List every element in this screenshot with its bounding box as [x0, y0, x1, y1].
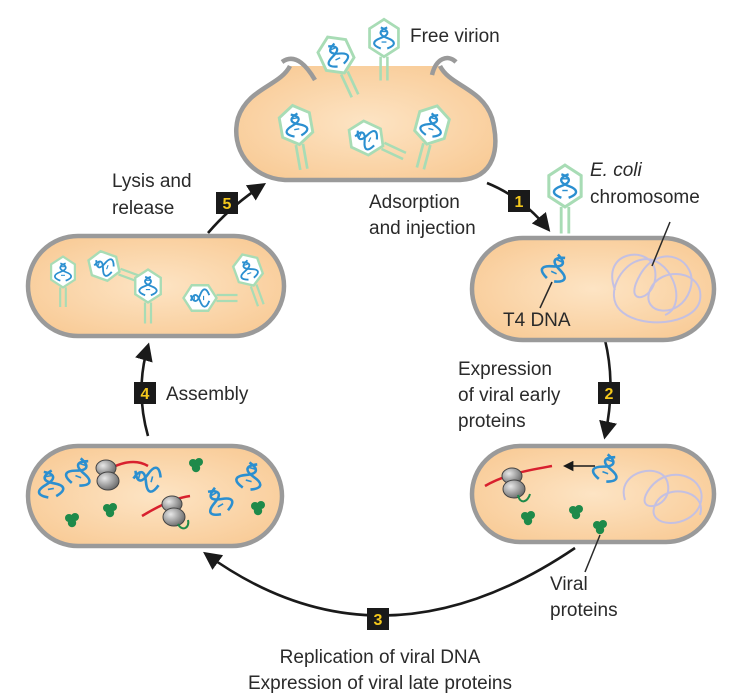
- label-lysis-1: Lysis and: [112, 171, 192, 192]
- chromosome-pointer: [651, 221, 671, 267]
- ribosome-late-2: [161, 495, 186, 527]
- lysing-cell: [234, 19, 498, 183]
- label-t4-dna: T4 DNA: [503, 310, 571, 331]
- arrow-step-3: [203, 546, 576, 617]
- adsorbed-phage: [549, 165, 581, 233]
- step-badge-3: 3: [367, 608, 389, 630]
- label-assembly: Assembly: [166, 384, 249, 405]
- label-free-virion: Free virion: [410, 26, 500, 47]
- label-expression-late: Expression of viral late proteins: [248, 673, 512, 694]
- label-chromosome: chromosome: [590, 187, 700, 208]
- svg-text:2: 2: [605, 386, 614, 403]
- step-badge-1: 1: [508, 190, 530, 212]
- label-expression-early-1: Expression: [458, 359, 552, 380]
- label-viral-proteins-2: proteins: [550, 600, 618, 621]
- ruptured-membrane-right: [429, 55, 458, 76]
- viral-proteins-pointer: [584, 534, 601, 573]
- svg-text:1: 1: [515, 194, 524, 211]
- replication-cell: [25, 443, 285, 549]
- step-badge-4: 4: [134, 382, 156, 404]
- svg-text:4: 4: [141, 386, 150, 403]
- label-adsorption-1: Adsorption: [369, 192, 460, 213]
- svg-text:5: 5: [223, 196, 232, 213]
- early-expression-cell: [469, 443, 717, 573]
- label-adsorption-2: and injection: [369, 218, 476, 239]
- label-viral-proteins-1: Viral: [550, 574, 588, 595]
- step-badge-5: 5: [216, 192, 238, 214]
- label-lysis-2: release: [112, 198, 174, 219]
- label-replication: Replication of viral DNA: [280, 647, 481, 668]
- nascent-peptide-early: [517, 493, 531, 503]
- step-badge-2: 2: [598, 382, 620, 404]
- label-expression-early-3: proteins: [458, 411, 526, 432]
- ribosome-early: [501, 467, 526, 499]
- host-chromosome: [622, 469, 703, 524]
- assembly-cell: [25, 233, 287, 339]
- nascent-peptide-late: [177, 519, 190, 530]
- infected-cell: [469, 165, 717, 343]
- ecoli-chromosome: [611, 253, 702, 324]
- svg-text:3: 3: [374, 612, 383, 629]
- t4-dna-pointer: [539, 281, 553, 309]
- ribosome-late-1: [95, 459, 120, 491]
- label-ecoli: E. coli: [590, 160, 643, 181]
- ruptured-membrane-left: [280, 56, 317, 82]
- label-expression-early-2: of viral early: [458, 385, 561, 406]
